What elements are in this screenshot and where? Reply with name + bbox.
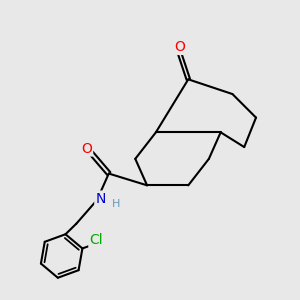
Text: H: H [112, 200, 120, 209]
Text: O: O [174, 40, 185, 54]
Text: O: O [81, 142, 92, 155]
Text: Cl: Cl [89, 233, 103, 247]
Text: N: N [95, 192, 106, 206]
